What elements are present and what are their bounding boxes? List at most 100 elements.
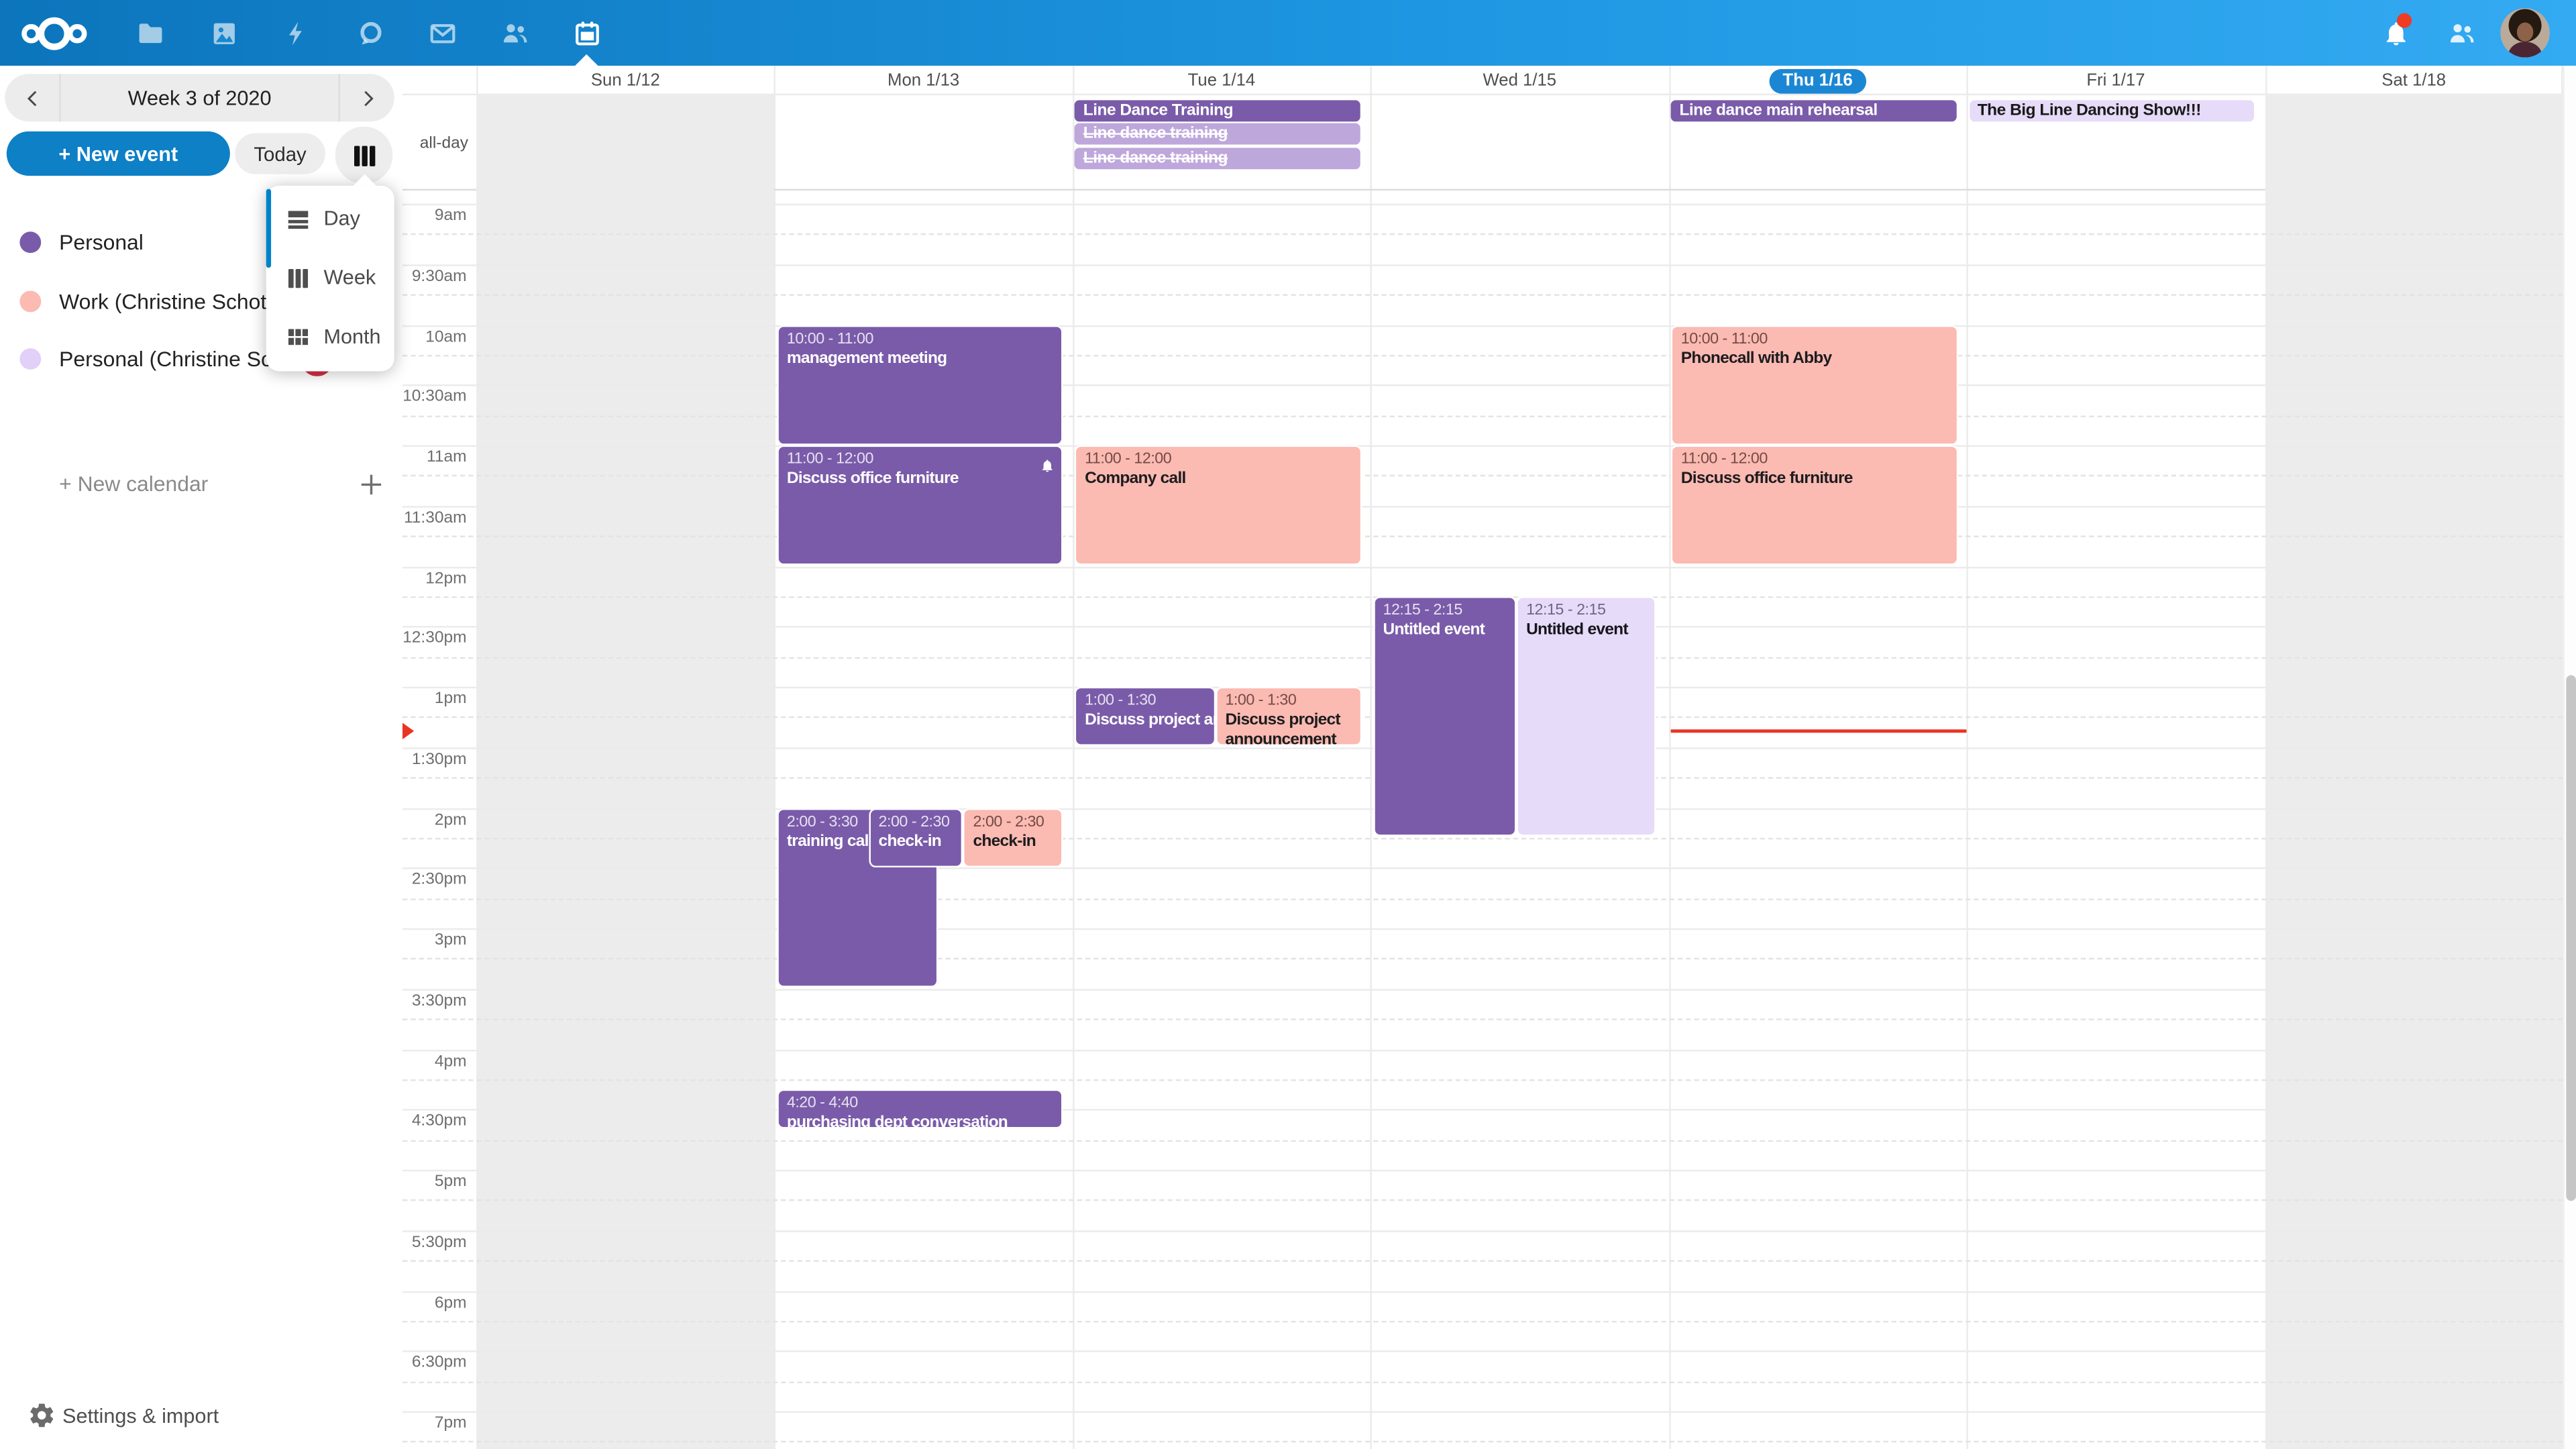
- grid-horizontal-line: [402, 1018, 2563, 1021]
- event-time: 11:00 - 12:00: [1085, 450, 1172, 468]
- event-untitled-event[interactable]: 12:15 - 2:15 Untitled event: [1373, 596, 1517, 837]
- event-untitled-event[interactable]: 12:15 - 2:15 Untitled event: [1516, 596, 1657, 837]
- popover-scroll-indicator: [266, 189, 272, 268]
- event-management-meeting[interactable]: 10:00 - 11:00 management meeting: [777, 324, 1064, 445]
- event-check-in[interactable]: 2:00 - 2:30 check-in: [963, 807, 1064, 867]
- calendar-icon[interactable]: [564, 10, 610, 66]
- event-discuss-office-furniture[interactable]: 11:00 - 12:00 Discuss office furniture: [1671, 445, 1958, 566]
- time-axis-label: 12:30pm: [402, 629, 467, 648]
- event-title: Discuss office furniture: [786, 470, 959, 488]
- event-title: Phonecall with Abby: [1680, 349, 1832, 368]
- event-phonecall-with-abby[interactable]: 10:00 - 11:00 Phonecall with Abby: [1671, 324, 1958, 445]
- day-header-fri: Fri 1/17: [1967, 66, 2265, 95]
- photos-icon[interactable]: [201, 10, 247, 56]
- time-axis-label: 5:30pm: [411, 1233, 467, 1252]
- view-menu-item-label: Week: [323, 266, 376, 290]
- mail-icon[interactable]: [419, 10, 465, 56]
- event-time: 1:00 - 1:30: [1085, 692, 1157, 710]
- settings-import-button[interactable]: Settings & import: [0, 1393, 402, 1440]
- notification-dot: [2397, 13, 2412, 28]
- day-header-label: Fri 1/17: [2086, 70, 2145, 91]
- view-day-icon: [288, 210, 309, 228]
- day-header-label: Sun 1/12: [590, 70, 660, 91]
- grid-horizontal-line: [402, 1199, 2563, 1202]
- view-mode-dropdown: Day Week Month: [266, 174, 394, 372]
- all-day-event[interactable]: The Big Line Dancing Show!!!: [1969, 99, 2255, 121]
- day-header-label: Mon 1/13: [888, 70, 960, 91]
- time-axis-label: 3:30pm: [411, 991, 467, 1010]
- vertical-scrollbar[interactable]: [2563, 65, 2576, 1449]
- event-title: Untitled event: [1383, 621, 1485, 639]
- grid-horizontal-line: [402, 203, 2563, 206]
- view-menu-item-week[interactable]: Week: [276, 253, 384, 302]
- view-menu-item-day[interactable]: Day: [276, 194, 384, 243]
- all-day-event[interactable]: Line dance main rehearsal: [1671, 99, 1956, 121]
- calendar-view: Sun 1/12 Mon 1/13 Tue 1/14 Wed 1/15 Thu 1/16…: [402, 65, 2576, 1449]
- day-header-label: Sat 1/18: [2381, 70, 2447, 91]
- contacts-icon[interactable]: [491, 10, 537, 56]
- event-discuss-office-furniture[interactable]: 11:00 - 12:00 Discuss office furniture: [777, 445, 1064, 566]
- grid-horizontal-line: [402, 264, 2563, 266]
- event-title: Untitled event: [1526, 621, 1628, 639]
- day-header-mon: Mon 1/13: [775, 66, 1073, 95]
- all-day-row: all-day Line Dance Training Line dance tr…: [402, 95, 2563, 191]
- time-axis-label: 4pm: [434, 1052, 467, 1071]
- new-event-button[interactable]: + New event: [6, 131, 230, 176]
- event-company-call[interactable]: 11:00 - 12:00 Company call: [1075, 445, 1362, 566]
- current-week-label: Week 3 of 2020: [59, 74, 340, 122]
- all-day-event[interactable]: Line Dance Training: [1075, 99, 1360, 121]
- time-axis-label: 6:30pm: [411, 1354, 467, 1373]
- event-title: check-in: [878, 832, 942, 851]
- grid-horizontal-line: [402, 1109, 2563, 1112]
- grid-horizontal-line: [402, 566, 2563, 568]
- time-grid: 9am 9:30am 10am 10:30am 11am 11:30am 12pm 12:30…: [402, 191, 2563, 1449]
- calendar-list-item[interactable]: Personal: [0, 219, 402, 268]
- view-week-icon: [288, 268, 309, 287]
- next-week-button[interactable]: [340, 74, 394, 121]
- event-title: Company call: [1085, 470, 1186, 488]
- grid-horizontal-line: [402, 867, 2563, 870]
- today-button[interactable]: Today: [235, 133, 325, 174]
- nextcloud-logo-icon[interactable]: [16, 13, 92, 54]
- time-axis-label: 10am: [425, 327, 467, 346]
- plus-icon: [358, 472, 384, 498]
- new-calendar-button[interactable]: + New calendar: [0, 460, 402, 509]
- weekend-shading: [476, 191, 775, 1449]
- popover-arrow: [353, 174, 376, 186]
- active-app-pointer: [575, 54, 598, 66]
- event-time: 1:00 - 1:30: [1225, 692, 1297, 710]
- previous-week-button[interactable]: [5, 74, 59, 121]
- view-month-icon: [288, 328, 309, 344]
- all-day-event[interactable]: Line dance training: [1075, 123, 1360, 145]
- lightning-icon[interactable]: [273, 10, 319, 56]
- all-day-event[interactable]: Line dance training: [1075, 147, 1360, 169]
- view-menu-item-label: Day: [323, 207, 360, 230]
- chevron-right-icon: [364, 90, 373, 106]
- user-avatar[interactable]: [2500, 8, 2550, 58]
- time-axis-label: 11am: [427, 448, 467, 467]
- event-time: 10:00 - 11:00: [786, 329, 874, 347]
- event-purchasing-dept-conversation[interactable]: 4:20 - 4:40 purchasing dept conversation: [777, 1089, 1064, 1132]
- calendar-name: Personal (Christine Scho...: [59, 346, 290, 372]
- view-menu-item-month[interactable]: Month: [276, 312, 384, 361]
- scrollbar-thumb[interactable]: [2566, 675, 2576, 1201]
- event-time: 11:00 - 12:00: [786, 450, 874, 468]
- talk-bubble-icon[interactable]: [347, 10, 393, 56]
- grid-horizontal-line: [402, 475, 2563, 478]
- time-axis-label: 12pm: [425, 569, 467, 588]
- grid-horizontal-line: [402, 354, 2563, 357]
- calendar-list-item[interactable]: Work (Christine Schott): [0, 277, 402, 326]
- event-check-in[interactable]: 2:00 - 2:30 check-in: [868, 807, 963, 867]
- event-time: 12:15 - 2:15: [1526, 601, 1606, 619]
- contacts-menu-icon[interactable]: [2438, 10, 2484, 56]
- grid-horizontal-line: [402, 535, 2563, 538]
- grid-horizontal-line: [402, 1290, 2563, 1293]
- folder-icon[interactable]: [127, 10, 173, 56]
- event-time: 2:00 - 3:30: [786, 812, 858, 830]
- grid-horizontal-line: [402, 1260, 2563, 1263]
- day-header-tue: Tue 1/14: [1073, 66, 1371, 95]
- notifications-bell-icon[interactable]: [2372, 10, 2418, 56]
- time-axis-label: 2:30pm: [411, 871, 467, 890]
